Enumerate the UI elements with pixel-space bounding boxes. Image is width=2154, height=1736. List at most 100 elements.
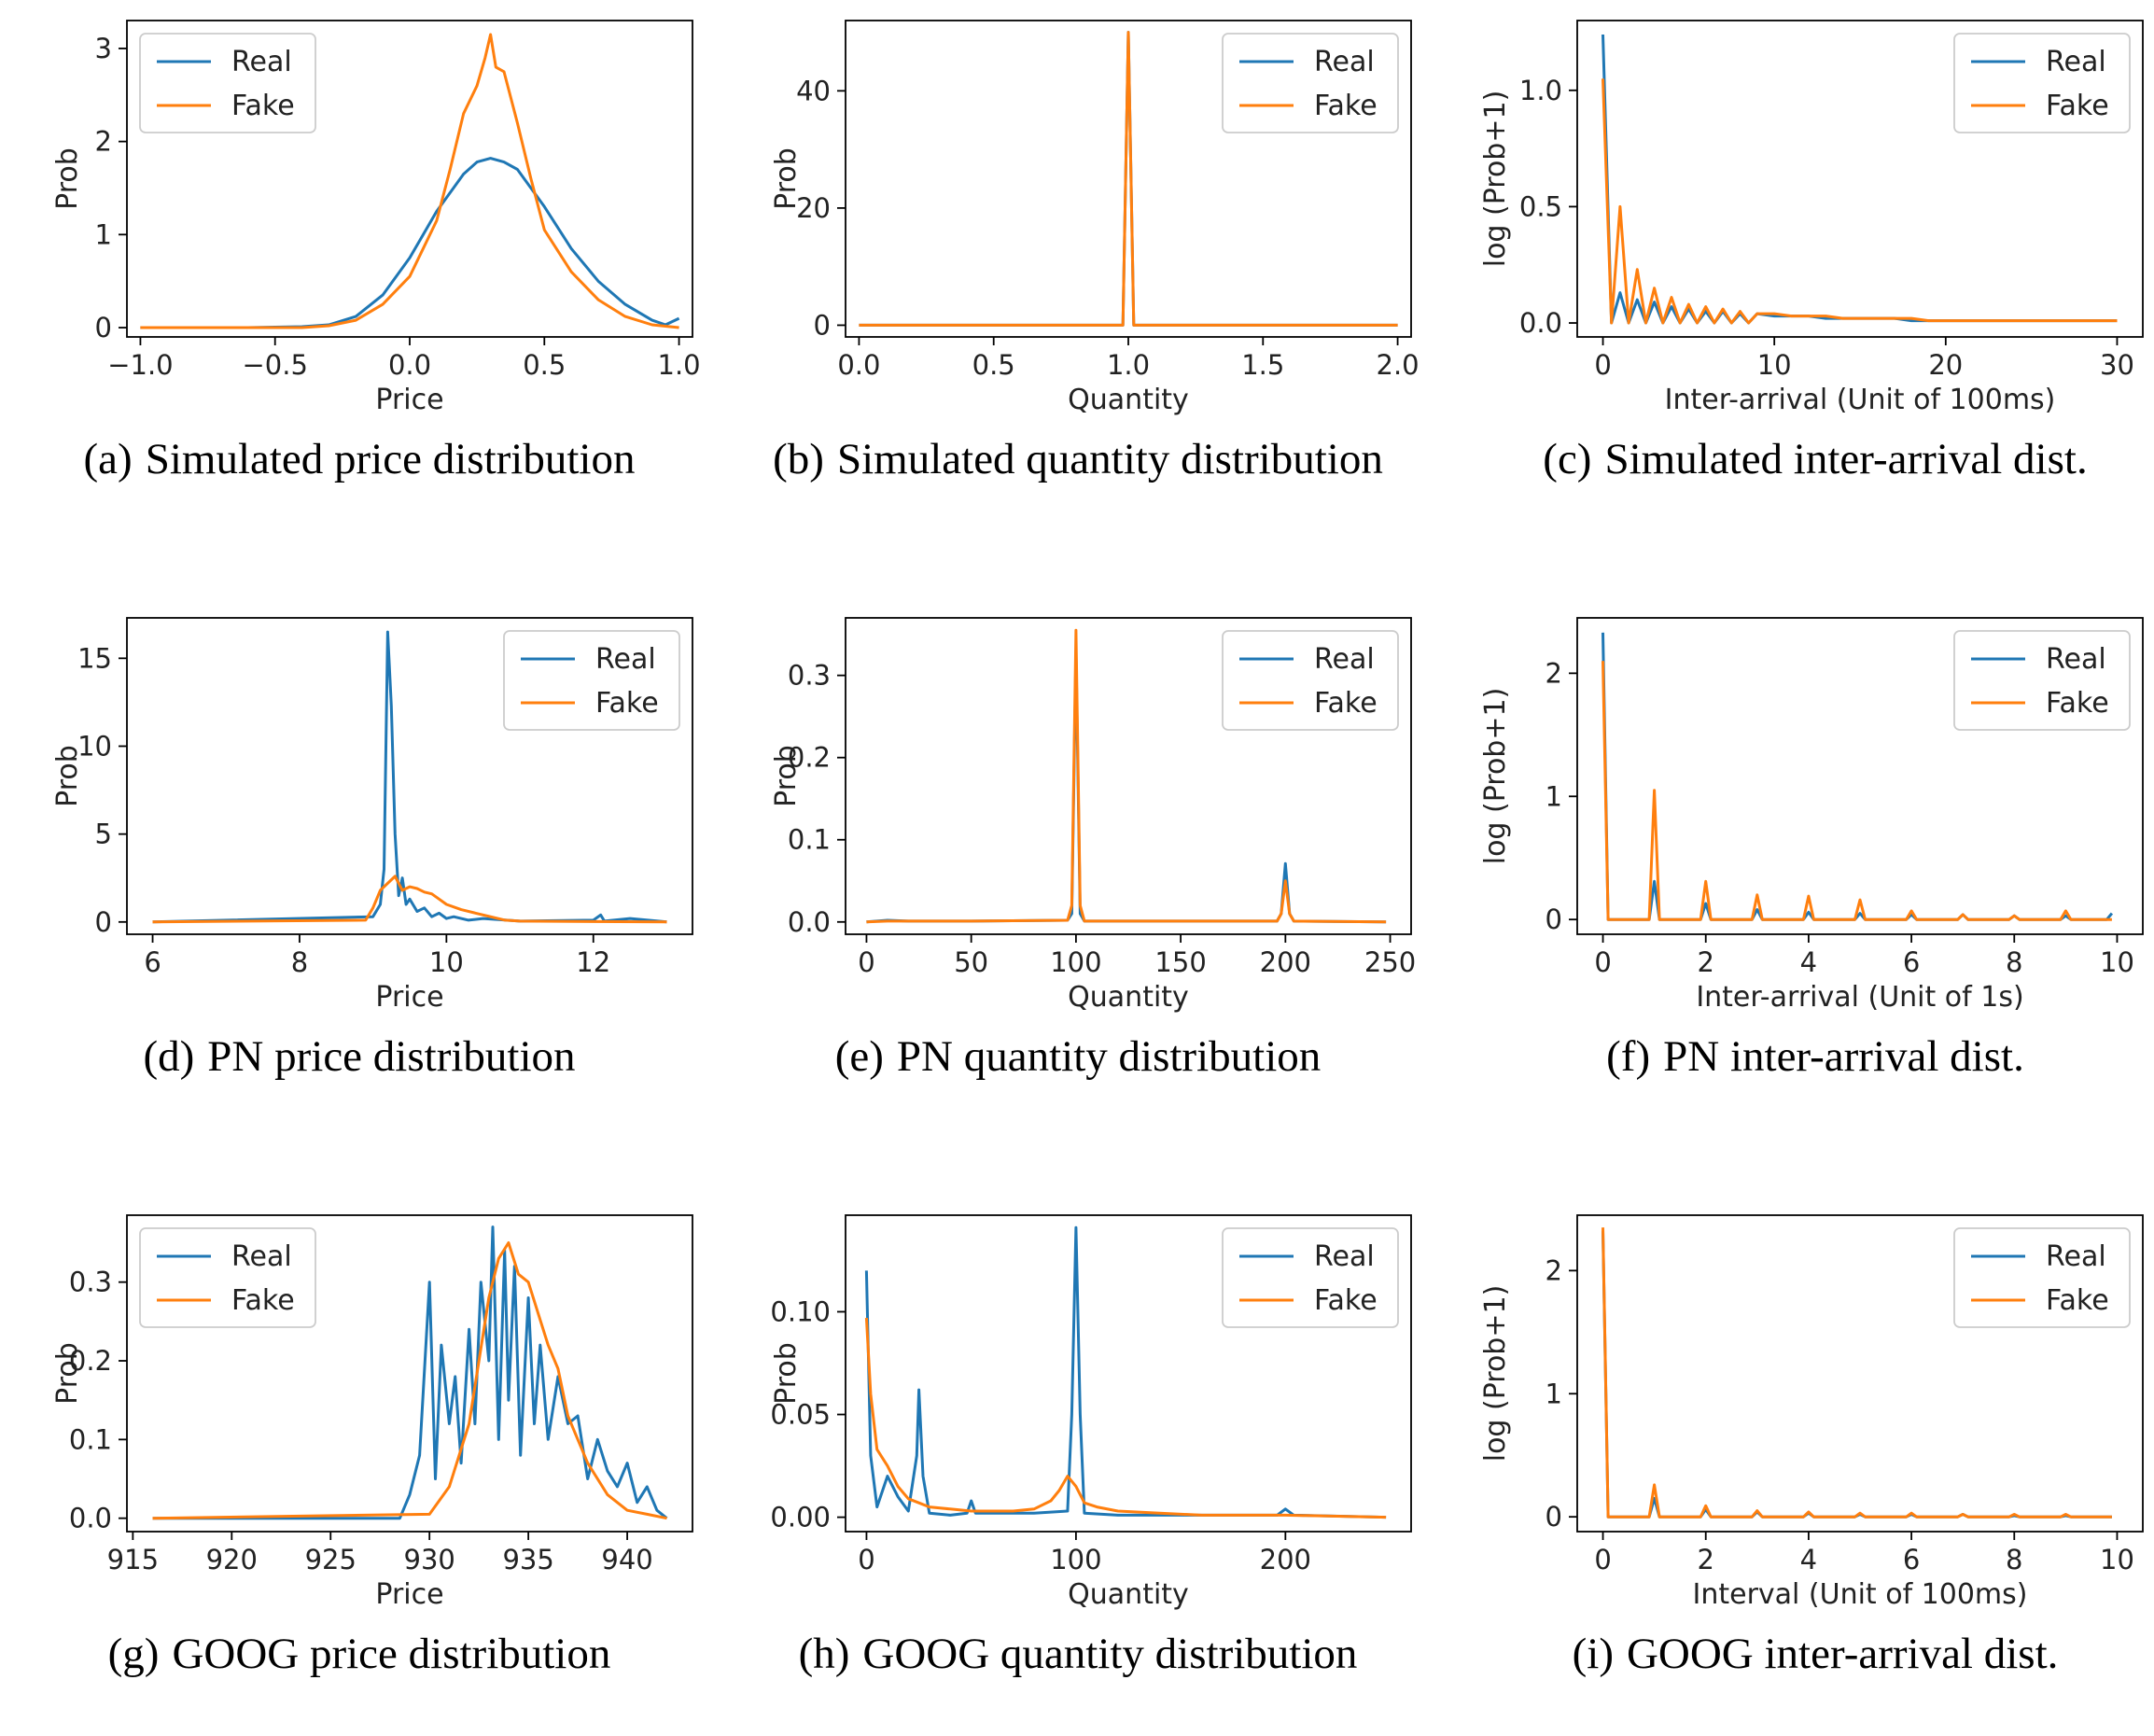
chart-panel: 0 50 100 150 200 250 0.0 0.1 0.2 0.3 Quantity Prob R…: [719, 597, 1437, 1139]
series-line-real: [864, 1225, 1387, 1519]
x-axis-label: Quantity: [1068, 1578, 1189, 1611]
y-tick-label: 0: [814, 309, 831, 341]
legend: Real Fake: [1222, 1227, 1399, 1328]
chart-svg: 0.0 0.5 1.0 1.5 2.0 0 20 40 Quantity Prob Real Fake: [770, 20, 1420, 416]
chart-svg: 0 10 20 30 0.0 0.5 1.0 Inter-arrival (Unit of 1…: [1479, 20, 2144, 416]
subfigure-caption: (h) GOOG quantity distribution: [719, 1629, 1437, 1679]
legend: Real Fake: [1222, 630, 1399, 731]
subfigure-caption: (f) PN inter-arrival dist.: [1456, 1031, 2154, 1082]
legend-label-fake: Fake: [1314, 687, 1378, 720]
x-tick-label: 200: [1260, 1544, 1311, 1575]
y-tick-label: 0.2: [69, 1345, 112, 1377]
caption-letter: (f): [1606, 1032, 1651, 1081]
y-axis-label: log (Prob+1): [1479, 1285, 1512, 1463]
y-tick-label: 0.3: [788, 660, 831, 692]
x-tick-label: 930: [404, 1544, 455, 1575]
series-line-fake: [1602, 661, 2112, 921]
legend: Real Fake: [1953, 630, 2131, 731]
chart-svg: 0 50 100 150 200 250 0.0 0.1 0.2 0.3 Quantity Prob R…: [770, 617, 1416, 1014]
legend-label-fake: Fake: [1314, 90, 1378, 122]
x-tick-label: 250: [1364, 946, 1416, 978]
y-tick-label: 0.00: [770, 1502, 831, 1533]
caption-letter: (g): [107, 1630, 160, 1678]
x-tick-label: 2: [1698, 946, 1714, 978]
x-tick-label: −1.0: [107, 349, 173, 381]
y-axis-label: Prob: [770, 1342, 803, 1405]
legend-box: [1222, 33, 1399, 133]
y-tick-label: 0.3: [69, 1267, 112, 1298]
chart-svg: −1.0 −0.5 0.0 0.5 1.0 0 1 2 3 Price Prob Real Fake: [51, 20, 701, 416]
y-tick-label: 10: [77, 730, 112, 762]
x-tick-label: 0.5: [523, 349, 566, 381]
legend-label-fake: Fake: [231, 1284, 295, 1317]
y-tick-label: 0.0: [1519, 307, 1562, 339]
x-tick-label: 0: [1594, 946, 1611, 978]
legend-label-real: Real: [1314, 1240, 1375, 1273]
legend-label-fake: Fake: [2046, 90, 2109, 122]
caption-letter: (i): [1572, 1630, 1614, 1678]
series-line-real: [152, 1225, 668, 1520]
legend-label-real: Real: [2046, 1240, 2106, 1273]
x-tick-label: 10: [429, 946, 464, 978]
x-tick-label: 100: [1050, 1544, 1101, 1575]
chart-svg: 915 920 925 930 935 940 0.0 0.1 0.2 0.3 Price Prob R…: [51, 1214, 693, 1611]
subfigure-caption: (c) Simulated inter-arrival dist.: [1456, 434, 2154, 484]
caption-text: Simulated inter-arrival dist.: [1604, 435, 2088, 483]
x-tick-label: 1.5: [1241, 349, 1284, 381]
y-axis-label: log (Prob+1): [1479, 688, 1512, 865]
legend-box: [1953, 33, 2131, 133]
y-tick-label: 40: [796, 75, 831, 106]
x-axis-label: Price: [375, 981, 443, 1014]
x-tick-label: 30: [2100, 349, 2134, 381]
subfigure-caption: (b) Simulated quantity distribution: [719, 434, 1437, 484]
series-line-real: [140, 157, 680, 329]
legend: Real Fake: [139, 1227, 316, 1328]
chart-panel: 0.0 0.5 1.0 1.5 2.0 0 20 40 Quantity Prob Real Fake…: [719, 0, 1437, 541]
y-tick-label: 2: [95, 126, 112, 158]
chart-panel: −1.0 −0.5 0.0 0.5 1.0 0 1 2 3 Price Prob Real Fake (a…: [0, 0, 719, 541]
legend-label-real: Real: [2046, 46, 2106, 78]
x-tick-label: 10: [2100, 1544, 2134, 1575]
chart-panel: 0 2 4 6 8 10 0 1 2 Inter-arrival (Unit of 1s) log …: [1437, 597, 2154, 1139]
caption-text: PN inter-arrival dist.: [1663, 1032, 2024, 1081]
legend-box: [1222, 630, 1399, 731]
x-tick-label: 0: [858, 1544, 874, 1575]
subfigure-caption: (d) PN price distribution: [0, 1031, 719, 1082]
x-axis-label: Inter-arrival (Unit of 1s): [1696, 981, 2023, 1014]
y-tick-label: 1: [1546, 1378, 1562, 1409]
legend-label-fake: Fake: [1314, 1284, 1378, 1317]
x-tick-label: 100: [1050, 946, 1101, 978]
y-tick-label: 0: [95, 906, 112, 938]
x-tick-label: 50: [954, 946, 988, 978]
caption-text: PN price distribution: [207, 1032, 576, 1081]
y-tick-label: 1: [95, 218, 112, 250]
caption-letter: (a): [83, 435, 133, 483]
caption-letter: (b): [773, 435, 824, 483]
legend-label-real: Real: [595, 643, 656, 676]
legend-box: [503, 630, 680, 731]
x-tick-label: 940: [601, 1544, 652, 1575]
legend-label-real: Real: [2046, 643, 2106, 676]
legend: Real Fake: [1953, 1227, 2131, 1328]
plot-frame: [1576, 1214, 2144, 1533]
x-axis-label: Interval (Unit of 100ms): [1692, 1578, 2027, 1611]
y-tick-label: 0.05: [770, 1399, 831, 1431]
x-tick-label: 915: [107, 1544, 159, 1575]
x-axis-label: Price: [375, 1578, 443, 1611]
x-tick-label: 8: [2006, 1544, 2022, 1575]
x-tick-label: 2: [1698, 1544, 1714, 1575]
x-tick-label: 10: [1757, 349, 1792, 381]
series-line-fake: [140, 33, 679, 329]
series-line-fake: [152, 1241, 667, 1520]
x-tick-label: 6: [1903, 1544, 1920, 1575]
x-tick-label: 0: [1594, 1544, 1611, 1575]
x-axis-label: Price: [375, 384, 443, 416]
series-line-fake: [1602, 1227, 2112, 1519]
y-tick-label: 0.0: [788, 906, 831, 938]
x-tick-label: 4: [1800, 946, 1817, 978]
caption-text: PN quantity distribution: [896, 1032, 1322, 1081]
y-tick-label: 0: [95, 312, 112, 343]
y-axis-label: Prob: [770, 147, 803, 210]
